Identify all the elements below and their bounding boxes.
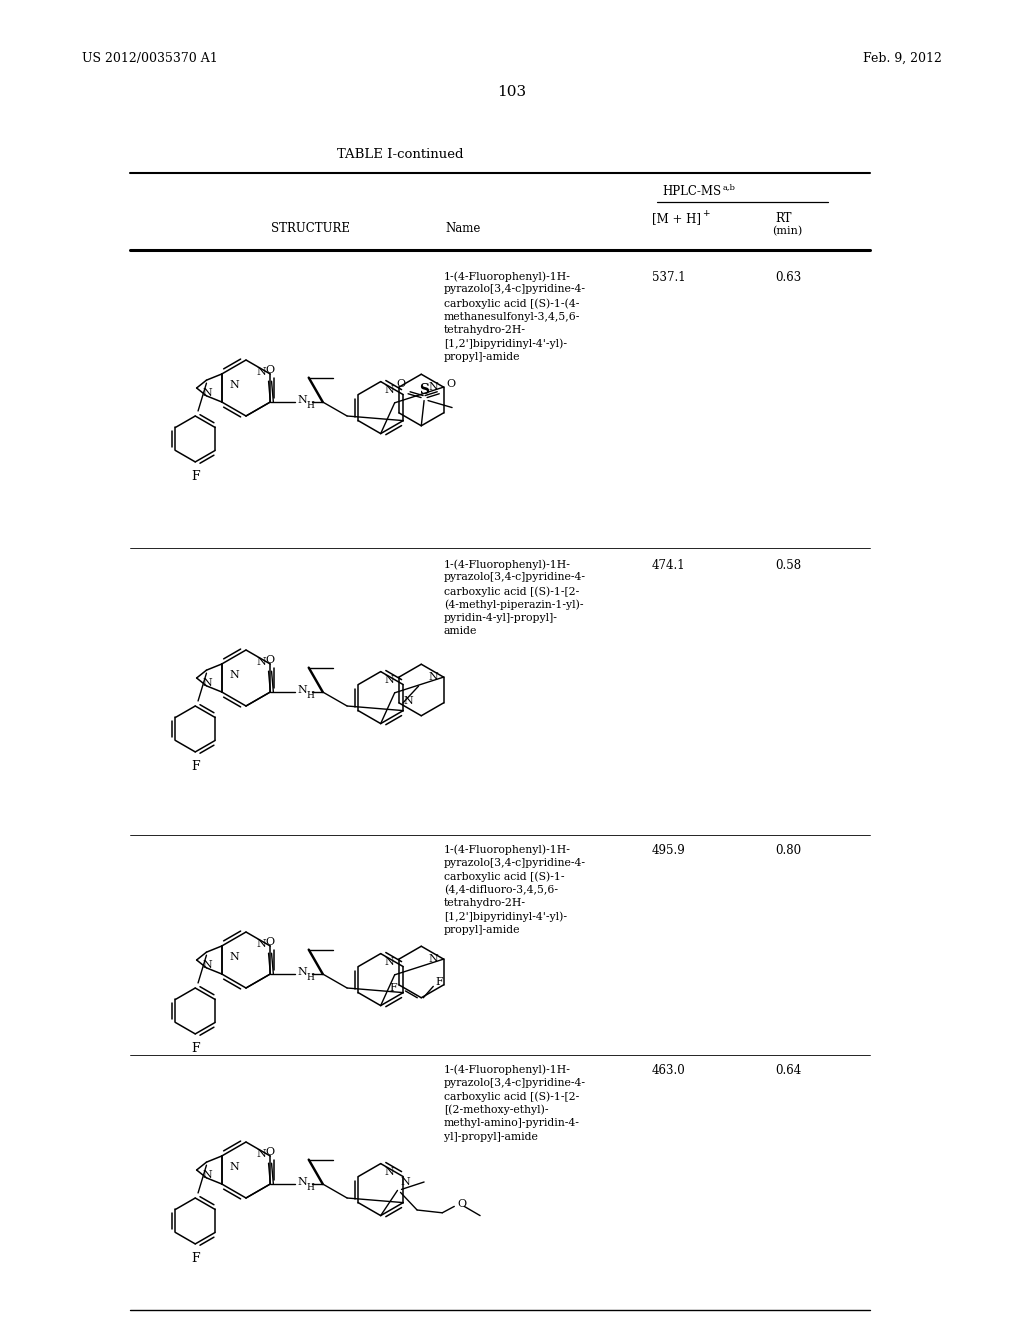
Text: N: N	[229, 380, 240, 389]
Text: F: F	[190, 470, 200, 483]
Text: HPLC-MS: HPLC-MS	[662, 185, 721, 198]
Text: tetrahydro-2H-: tetrahydro-2H-	[444, 898, 526, 908]
Text: 463.0: 463.0	[652, 1064, 686, 1077]
Text: N: N	[298, 685, 307, 696]
Text: 103: 103	[498, 84, 526, 99]
Text: carboxylic acid [(S)-1-[2-: carboxylic acid [(S)-1-[2-	[444, 586, 580, 597]
Text: O: O	[396, 379, 406, 389]
Text: pyrazolo[3,4-c]pyridine-4-: pyrazolo[3,4-c]pyridine-4-	[444, 1077, 586, 1088]
Text: yl]-propyl]-amide: yl]-propyl]-amide	[444, 1131, 538, 1142]
Text: N: N	[298, 395, 307, 405]
Text: O: O	[265, 655, 274, 665]
Text: N: N	[385, 957, 394, 966]
Text: pyrazolo[3,4-c]pyridine-4-: pyrazolo[3,4-c]pyridine-4-	[444, 285, 586, 294]
Text: N: N	[429, 672, 438, 682]
Text: Name: Name	[445, 222, 480, 235]
Text: pyridin-4-yl]-propyl]-: pyridin-4-yl]-propyl]-	[444, 612, 558, 623]
Text: US 2012/0035370 A1: US 2012/0035370 A1	[82, 51, 218, 65]
Text: 537.1: 537.1	[652, 271, 686, 284]
Text: S: S	[419, 383, 429, 396]
Text: 1-(4-Fluorophenyl)-1H-: 1-(4-Fluorophenyl)-1H-	[444, 558, 570, 569]
Text: N: N	[203, 960, 212, 970]
Text: O: O	[446, 379, 456, 389]
Text: (4,4-difluoro-3,4,5,6-: (4,4-difluoro-3,4,5,6-	[444, 884, 558, 895]
Text: carboxylic acid [(S)-1-[2-: carboxylic acid [(S)-1-[2-	[444, 1092, 580, 1102]
Text: O: O	[458, 1200, 466, 1209]
Text: F: F	[435, 977, 443, 987]
Text: tetrahydro-2H-: tetrahydro-2H-	[444, 325, 526, 335]
Text: N: N	[385, 384, 394, 395]
Text: H: H	[307, 973, 314, 982]
Text: (min): (min)	[772, 226, 802, 236]
Text: amide: amide	[444, 627, 477, 636]
Text: N: N	[256, 657, 266, 667]
Text: a,b: a,b	[723, 183, 736, 191]
Text: N: N	[203, 1170, 212, 1180]
Text: F: F	[190, 760, 200, 774]
Text: [1,2']bipyridinyl-4'-yl)-: [1,2']bipyridinyl-4'-yl)-	[444, 912, 567, 923]
Text: N: N	[229, 671, 240, 680]
Text: N: N	[429, 381, 438, 392]
Text: [M + H]: [M + H]	[652, 213, 701, 224]
Text: N: N	[256, 367, 266, 378]
Text: N: N	[229, 952, 240, 962]
Text: N: N	[298, 1177, 307, 1187]
Text: N: N	[400, 1177, 411, 1188]
Text: TABLE I-continued: TABLE I-continued	[337, 148, 463, 161]
Text: 1-(4-Fluorophenyl)-1H-: 1-(4-Fluorophenyl)-1H-	[444, 271, 570, 281]
Text: propyl]-amide: propyl]-amide	[444, 925, 520, 935]
Text: 474.1: 474.1	[652, 558, 686, 572]
Text: 0.58: 0.58	[775, 558, 801, 572]
Text: H: H	[307, 1183, 314, 1192]
Text: N: N	[385, 1167, 394, 1176]
Text: 495.9: 495.9	[652, 843, 686, 857]
Text: N: N	[403, 696, 413, 706]
Text: 0.63: 0.63	[775, 271, 801, 284]
Text: propyl]-amide: propyl]-amide	[444, 352, 520, 362]
Text: carboxylic acid [(S)-1-(4-: carboxylic acid [(S)-1-(4-	[444, 298, 580, 309]
Text: N: N	[203, 388, 212, 399]
Text: [(2-methoxy-ethyl)-: [(2-methoxy-ethyl)-	[444, 1105, 549, 1115]
Text: F: F	[190, 1251, 200, 1265]
Text: methanesulfonyl-3,4,5,6-: methanesulfonyl-3,4,5,6-	[444, 312, 581, 322]
Text: +: +	[702, 209, 710, 218]
Text: O: O	[265, 937, 274, 948]
Text: 0.64: 0.64	[775, 1064, 801, 1077]
Text: H: H	[307, 690, 314, 700]
Text: N: N	[298, 968, 307, 977]
Text: carboxylic acid [(S)-1-: carboxylic acid [(S)-1-	[444, 871, 564, 882]
Text: F: F	[190, 1041, 200, 1055]
Text: O: O	[265, 1147, 274, 1158]
Text: O: O	[265, 366, 274, 375]
Text: H: H	[307, 400, 314, 409]
Text: (4-methyl-piperazin-1-yl)-: (4-methyl-piperazin-1-yl)-	[444, 599, 584, 610]
Text: RT: RT	[775, 213, 792, 224]
Text: N: N	[229, 1162, 240, 1172]
Text: [1,2']bipyridinyl-4'-yl)-: [1,2']bipyridinyl-4'-yl)-	[444, 338, 567, 348]
Text: methyl-amino]-pyridin-4-: methyl-amino]-pyridin-4-	[444, 1118, 580, 1129]
Text: N: N	[429, 954, 438, 964]
Text: pyrazolo[3,4-c]pyridine-4-: pyrazolo[3,4-c]pyridine-4-	[444, 858, 586, 867]
Text: N: N	[256, 1148, 266, 1159]
Text: 1-(4-Fluorophenyl)-1H-: 1-(4-Fluorophenyl)-1H-	[444, 1064, 570, 1074]
Text: F: F	[390, 983, 397, 993]
Text: pyrazolo[3,4-c]pyridine-4-: pyrazolo[3,4-c]pyridine-4-	[444, 573, 586, 582]
Text: 1-(4-Fluorophenyl)-1H-: 1-(4-Fluorophenyl)-1H-	[444, 843, 570, 854]
Text: Feb. 9, 2012: Feb. 9, 2012	[863, 51, 942, 65]
Text: N: N	[256, 939, 266, 949]
Text: 0.80: 0.80	[775, 843, 801, 857]
Text: STRUCTURE: STRUCTURE	[270, 222, 349, 235]
Text: N: N	[385, 675, 394, 685]
Text: N: N	[203, 678, 212, 688]
